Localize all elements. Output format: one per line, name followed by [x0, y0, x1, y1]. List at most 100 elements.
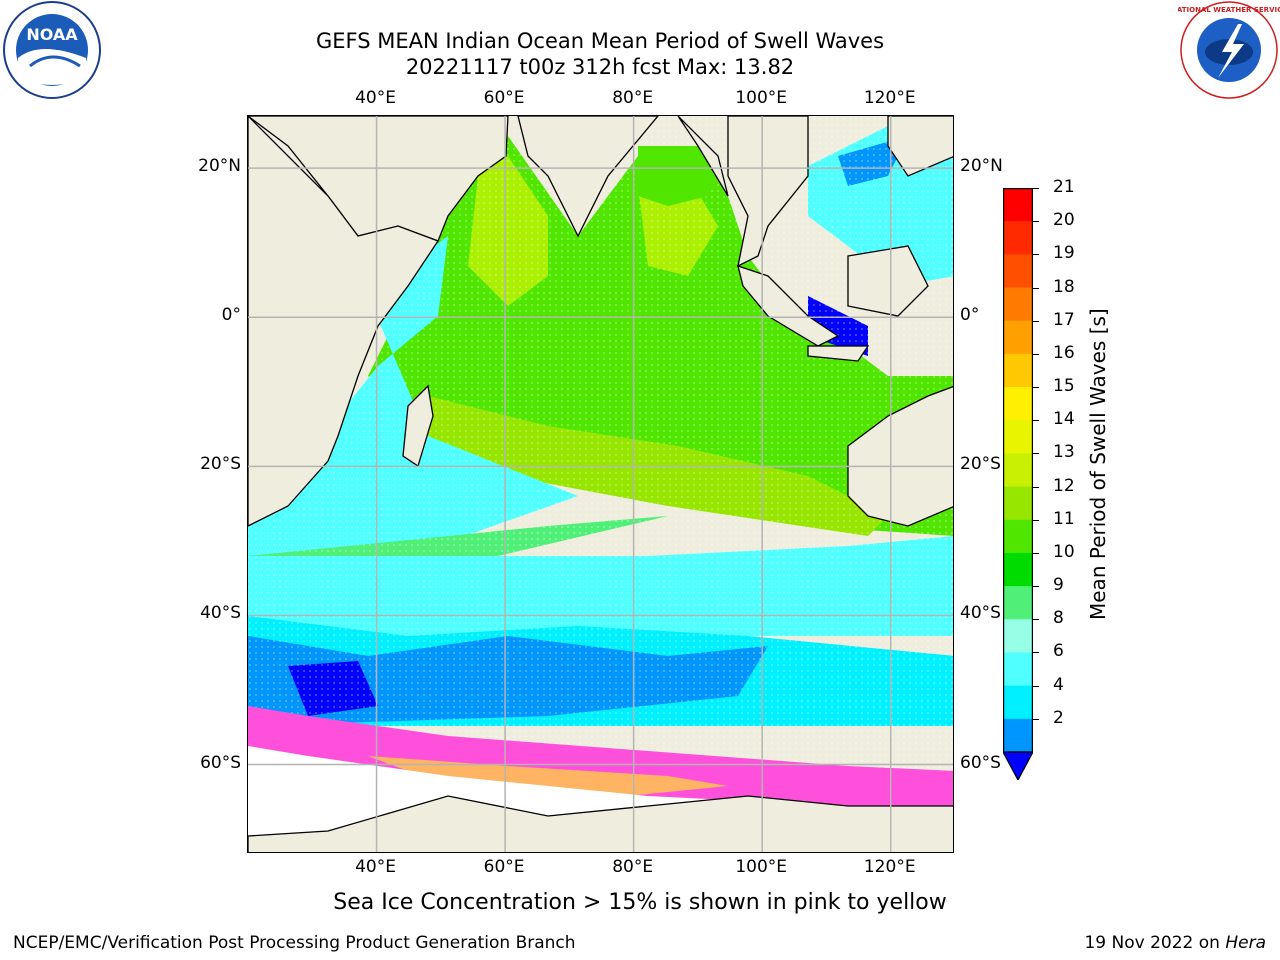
chart-title-line1: GEFS MEAN Indian Ocean Mean Period of Sw… [315, 29, 885, 53]
colorbar-segment [1003, 519, 1033, 554]
australia [847, 386, 953, 527]
colorbar-segment [1003, 685, 1033, 720]
colorbar-tick-mark [1033, 519, 1039, 521]
chart-title-line2: 20221117 t00z 312h fcst Max: 13.82 [405, 55, 795, 79]
colorbar-segment [1003, 387, 1033, 421]
map-svg [248, 116, 953, 852]
lat-label-left: 40°S [200, 603, 241, 624]
colorbar-tick-mark [1033, 420, 1039, 422]
footer-date: 19 Nov 2022 on Hera [1084, 933, 1266, 953]
china-coast [887, 116, 953, 177]
lat-label-left: 0° [221, 305, 241, 326]
footer-machine: Hera [1225, 933, 1266, 953]
colorbar-tick-mark [1033, 320, 1039, 322]
lat-label-right: 0° [960, 305, 980, 326]
colorbar-segment [1003, 586, 1033, 620]
sumatra [737, 265, 840, 347]
colorbar-tick-label: 13 [1053, 442, 1075, 463]
lat-label-left: 60°S [200, 752, 241, 773]
colorbar-segment [1003, 619, 1033, 653]
antarctica [248, 795, 953, 852]
lon-label-top: 60°E [483, 88, 525, 108]
colorbar-segment [1003, 420, 1033, 454]
colorbar-tick-mark [1033, 718, 1039, 720]
colorbar-tick-mark [1033, 221, 1039, 223]
colorbar-tick-mark [1033, 287, 1039, 289]
colorbar-segment [1003, 287, 1033, 322]
lat-label-right: 20°S [960, 454, 1001, 475]
footer-credit: NCEP/EMC/Verification Post Processing Pr… [13, 933, 576, 953]
india-west [517, 116, 659, 238]
colorbar-tick-mark [1033, 486, 1039, 488]
colorbar-segment [1003, 652, 1033, 687]
colorbar-tick-mark [1033, 619, 1039, 621]
colorbar-tick-label: 12 [1053, 475, 1075, 496]
africa [248, 116, 439, 527]
colorbar-tick-mark [1033, 387, 1039, 389]
colorbar-segment [1003, 718, 1033, 753]
borneo [847, 245, 929, 317]
colorbar [1001, 188, 1035, 782]
java [807, 345, 870, 362]
map-plot-area [247, 115, 954, 853]
colorbar-tick-mark [1033, 552, 1039, 554]
colorbar-tick-label: 11 [1053, 508, 1075, 529]
colorbar-segment [1003, 453, 1033, 488]
colorbar-tick-mark [1033, 254, 1039, 256]
colorbar-tick-label: 6 [1053, 641, 1064, 662]
colorbar-segment [1003, 320, 1033, 355]
colorbar-tick-label: 9 [1053, 575, 1064, 596]
lon-label-top: 80°E [612, 88, 654, 108]
gridlines [248, 116, 953, 852]
madagascar [402, 384, 434, 468]
colorbar-tick-mark [1033, 188, 1039, 189]
colorbar-tick-mark [1033, 586, 1039, 588]
colorbar-tick-mark [1033, 685, 1039, 687]
lon-label-bottom: 40°E [355, 857, 396, 877]
colorbar-tick-mark [1033, 652, 1039, 654]
lat-label-right: 40°S [960, 603, 1001, 624]
colorbar-tick-label: 19 [1053, 243, 1075, 264]
svg-text:NOAA: NOAA [26, 25, 78, 44]
lon-label-top: 120°E [863, 88, 916, 108]
lon-label-bottom: 120°E [863, 857, 916, 877]
colorbar-segment [1003, 353, 1033, 388]
colorbar-segment [1003, 254, 1033, 289]
colorbar-tick-mark [1033, 353, 1039, 355]
svg-text:NATIONAL WEATHER SERVICE: NATIONAL WEATHER SERVICE [1178, 6, 1280, 14]
lon-label-top: 100°E [735, 88, 788, 108]
noaa-logo: NOAA [0, 0, 104, 100]
colorbar-tick-mark [1033, 453, 1039, 455]
lat-label-left: 20°S [200, 454, 241, 475]
colorbar-segment [1003, 486, 1033, 521]
colorbar-tick-label: 2 [1053, 707, 1064, 728]
lon-label-top: 40°E [355, 88, 396, 108]
colorbar-segment [1003, 552, 1033, 587]
colorbar-tick-label: 17 [1053, 309, 1075, 330]
colorbar-segment [1003, 221, 1033, 255]
lon-label-bottom: 80°E [612, 857, 654, 877]
colorbar-tick-label: 18 [1053, 276, 1075, 297]
indochina [727, 116, 809, 268]
lat-label-right: 60°S [960, 752, 1001, 773]
nws-logo: NATIONAL WEATHER SERVICE [1171, 0, 1280, 100]
colorbar-svg [1001, 188, 1035, 782]
colorbar-tick-label: 20 [1053, 210, 1075, 231]
lon-label-bottom: 100°E [735, 857, 788, 877]
colorbar-tick-label: 8 [1053, 608, 1064, 629]
land [248, 116, 953, 852]
lon-label-bottom: 60°E [483, 857, 525, 877]
bangladesh [677, 116, 729, 197]
colorbar-tick-label: 15 [1053, 376, 1075, 397]
colorbar-tick-label: 4 [1053, 674, 1064, 695]
footer-date-text: 19 Nov 2022 on [1084, 933, 1226, 953]
colorbar-label: Mean Period of Swell Waves [s] [1086, 308, 1110, 620]
lat-label-right: 20°N [960, 156, 1003, 177]
colorbar-tick-label: 14 [1053, 409, 1075, 430]
colorbar-tick-label: 16 [1053, 342, 1075, 363]
colorbar-under-arrow [1001, 751, 1035, 782]
colorbar-tick-label: 21 [1053, 177, 1075, 197]
lat-label-left: 20°N [198, 156, 241, 177]
colorbar-segment [1003, 188, 1033, 222]
sea-ice-caption: Sea Ice Concentration > 15% is shown in … [333, 890, 947, 915]
